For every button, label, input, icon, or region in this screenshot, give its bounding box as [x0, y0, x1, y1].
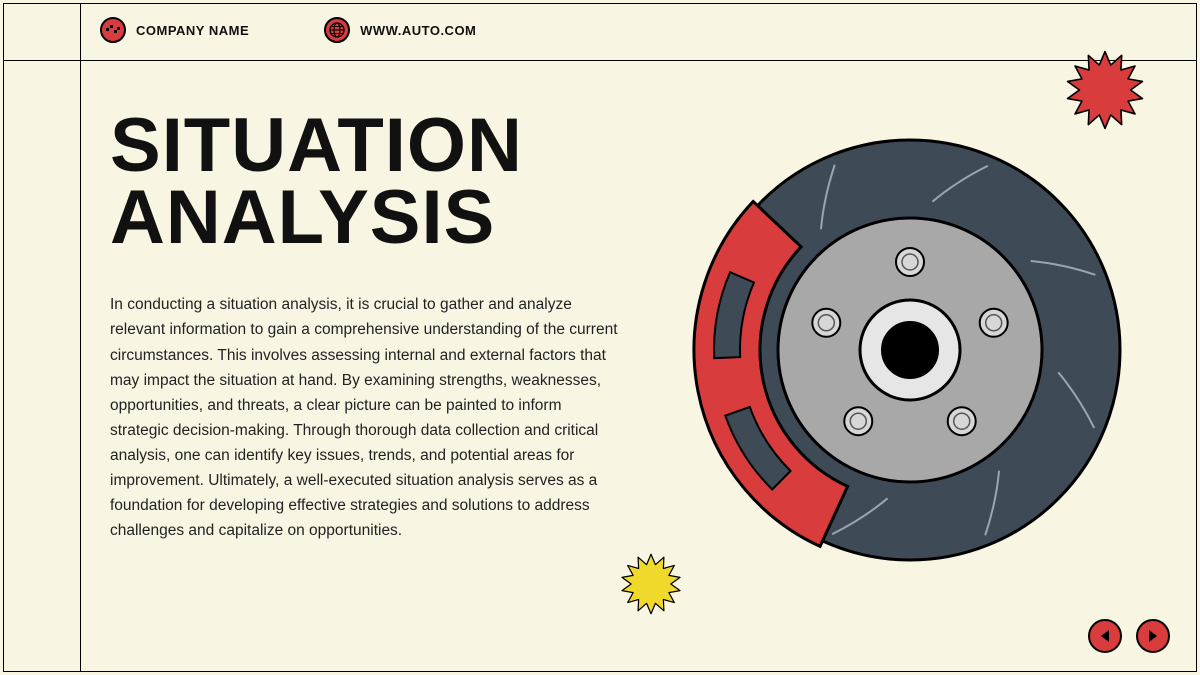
triangle-left-icon [1099, 629, 1111, 643]
title-line-2: Analysis [110, 175, 495, 260]
company-name-label: Company Name [136, 23, 249, 38]
content-area: Situation Analysis In conducting a situa… [110, 110, 630, 543]
next-button[interactable] [1136, 619, 1170, 653]
header-divider [3, 60, 1197, 61]
left-margin-line [80, 3, 81, 672]
slide-header: Company Name www.auto.com [80, 0, 1200, 60]
globe-icon [324, 17, 350, 43]
starburst-red-icon [1065, 50, 1145, 130]
slide-body-text: In conducting a situation analysis, it i… [110, 292, 620, 543]
starburst-yellow-icon [620, 553, 682, 615]
website-label: www.auto.com [360, 23, 476, 38]
triangle-right-icon [1147, 629, 1159, 643]
prev-button[interactable] [1088, 619, 1122, 653]
company-block: Company Name [100, 17, 249, 43]
slide-title: Situation Analysis [110, 110, 630, 254]
nav-controls [1088, 619, 1170, 653]
website-block: www.auto.com [324, 17, 476, 43]
company-logo-icon [100, 17, 126, 43]
brake-disc-illustration [690, 130, 1130, 570]
